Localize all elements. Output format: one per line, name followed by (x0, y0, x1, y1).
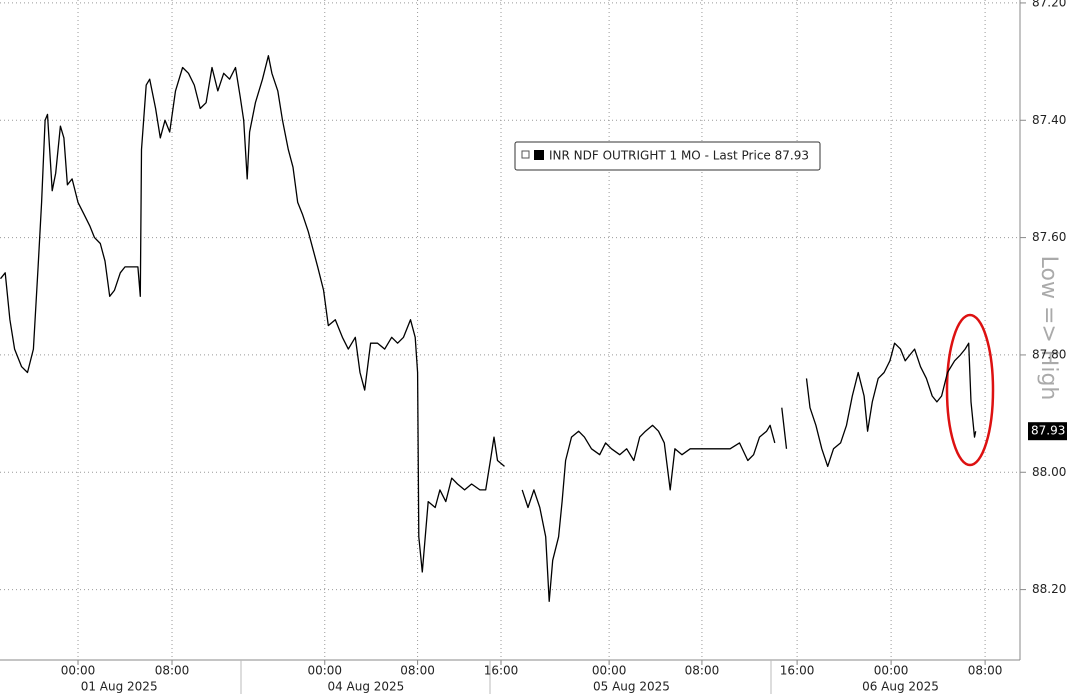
x-tick-label: 16:00 (484, 664, 519, 678)
x-tick-label: 00:00 (307, 664, 342, 678)
date-label: 04 Aug 2025 (327, 680, 404, 694)
x-tick-label: 08:00 (155, 664, 190, 678)
y-tick-label: 87.20 (1032, 0, 1066, 9)
legend-label: INR NDF OUTRIGHT 1 MO - Last Price 87.93 (549, 149, 809, 163)
x-tick-label: 08:00 (400, 664, 435, 678)
x-tick-label: 16:00 (780, 664, 815, 678)
y-tick-label: 87.60 (1032, 230, 1066, 244)
date-label: 05 Aug 2025 (593, 680, 670, 694)
last-price-tag (1028, 422, 1067, 441)
x-tick-label: 08:00 (685, 664, 720, 678)
legend: INR NDF OUTRIGHT 1 MO - Last Price 87.93 (514, 141, 821, 171)
x-tick-label: 08:00 (968, 664, 1003, 678)
y-tick-label: 88.00 (1032, 465, 1066, 479)
highlight-ellipse (945, 313, 995, 467)
legend-box (514, 141, 821, 171)
x-tick-label: 00:00 (61, 664, 96, 678)
x-tick-label: 00:00 (874, 664, 909, 678)
date-label: 01 Aug 2025 (81, 680, 158, 694)
x-tick-label: 00:00 (592, 664, 627, 678)
y-tick-label: 87.80 (1032, 347, 1066, 361)
legend-swatch (534, 150, 544, 160)
date-label: 06 Aug 2025 (862, 680, 939, 694)
last-price-label: 87.93 (1031, 424, 1065, 438)
price-line (0, 55, 977, 602)
y-tick-label: 87.40 (1032, 113, 1066, 127)
legend-toggle (521, 150, 530, 159)
y-tick-label: 88.20 (1032, 582, 1066, 596)
axis-annotation: Low => High (1036, 256, 1061, 401)
